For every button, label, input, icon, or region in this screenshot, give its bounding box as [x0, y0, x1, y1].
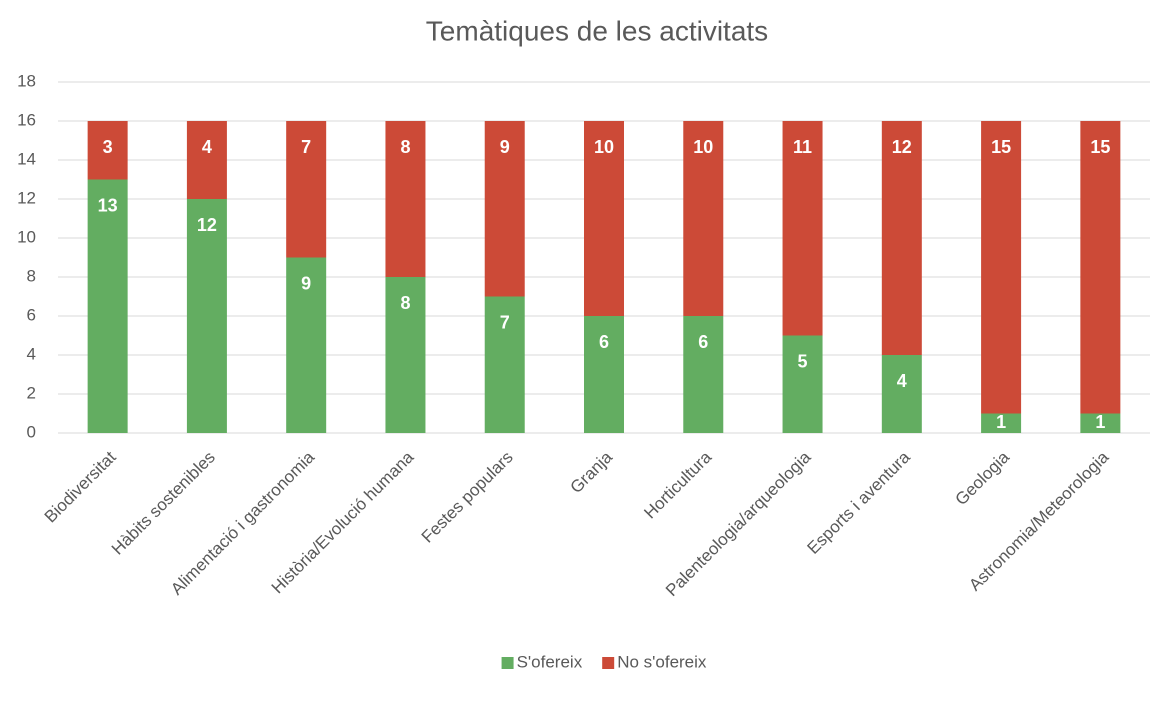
bar-segment: [584, 316, 624, 433]
x-tick-label: Horticultura: [640, 447, 715, 522]
bar-segment: [683, 316, 724, 433]
bar-segment: [484, 296, 525, 433]
bar-segment: [683, 121, 724, 316]
bar-segment: [385, 121, 426, 277]
y-tick-label: 8: [27, 266, 36, 285]
data-label: 15: [1090, 137, 1110, 157]
y-tick-label: 18: [17, 71, 36, 90]
chart-title: Temàtiques de les activitats: [426, 15, 768, 46]
data-label: 1: [996, 412, 1006, 432]
bar-segment: [981, 413, 1022, 433]
data-label: 11: [793, 137, 812, 157]
data-label: 12: [892, 137, 912, 157]
legend-swatch: [501, 657, 514, 669]
data-label: 5: [798, 351, 808, 371]
bar-segment: [385, 277, 426, 433]
bar-segment: [186, 199, 227, 433]
bar-segment: [484, 121, 525, 297]
data-label: 6: [599, 332, 609, 352]
data-label: 10: [594, 137, 614, 157]
data-label: 8: [400, 293, 410, 313]
y-tick-label: 10: [17, 227, 36, 246]
y-tick-label: 14: [17, 149, 36, 168]
x-tick-label: Geologia: [952, 447, 1014, 509]
data-label: 7: [301, 137, 311, 157]
bar-segment: [87, 179, 128, 433]
data-label: 1: [1095, 412, 1105, 432]
data-label: 10: [693, 137, 713, 157]
x-tick-label: Hàbits sostenibles: [108, 448, 219, 559]
bar-segment: [881, 355, 922, 433]
y-tick-label: 12: [17, 188, 36, 207]
bar-segment: [87, 121, 128, 180]
y-tick-label: 16: [17, 110, 36, 129]
x-tick-label: Granja: [566, 447, 616, 497]
data-label: 15: [991, 137, 1011, 157]
y-tick-label: 2: [27, 383, 36, 402]
y-tick-label: 6: [27, 305, 36, 324]
data-label: 8: [400, 137, 410, 157]
data-label: 9: [500, 137, 510, 157]
bar-segment: [286, 121, 327, 258]
data-label: 13: [98, 195, 118, 215]
bar-segment: [881, 121, 922, 355]
x-tick-label: Festes populars: [418, 448, 517, 547]
y-tick-label: 0: [27, 422, 36, 441]
bar-segment: [584, 121, 624, 316]
bar-segment: [782, 121, 823, 336]
legend-swatch: [602, 657, 615, 669]
x-tick-label: Esports i aventura: [803, 447, 914, 558]
data-label: 4: [897, 371, 907, 391]
bar-segment: [186, 121, 227, 199]
bar-segment: [782, 335, 823, 433]
data-label: 3: [103, 137, 113, 157]
legend-label: No s'ofereix: [617, 652, 707, 671]
data-label: 12: [197, 215, 217, 235]
data-label: 4: [202, 137, 212, 157]
bar-segment: [1080, 121, 1121, 414]
bar-segment: [1080, 413, 1121, 433]
data-label: 7: [500, 312, 510, 332]
x-tick-label: Biodiversitat: [41, 447, 120, 526]
legend-label: S'ofereix: [517, 652, 583, 671]
bar-segment: [981, 121, 1022, 414]
data-label: 6: [698, 332, 708, 352]
data-label: 9: [301, 273, 311, 293]
bar-segment: [286, 257, 327, 433]
legend-item: S'ofereix: [501, 652, 583, 671]
y-tick-label: 4: [27, 344, 36, 363]
legend-item: No s'ofereix: [602, 652, 707, 671]
